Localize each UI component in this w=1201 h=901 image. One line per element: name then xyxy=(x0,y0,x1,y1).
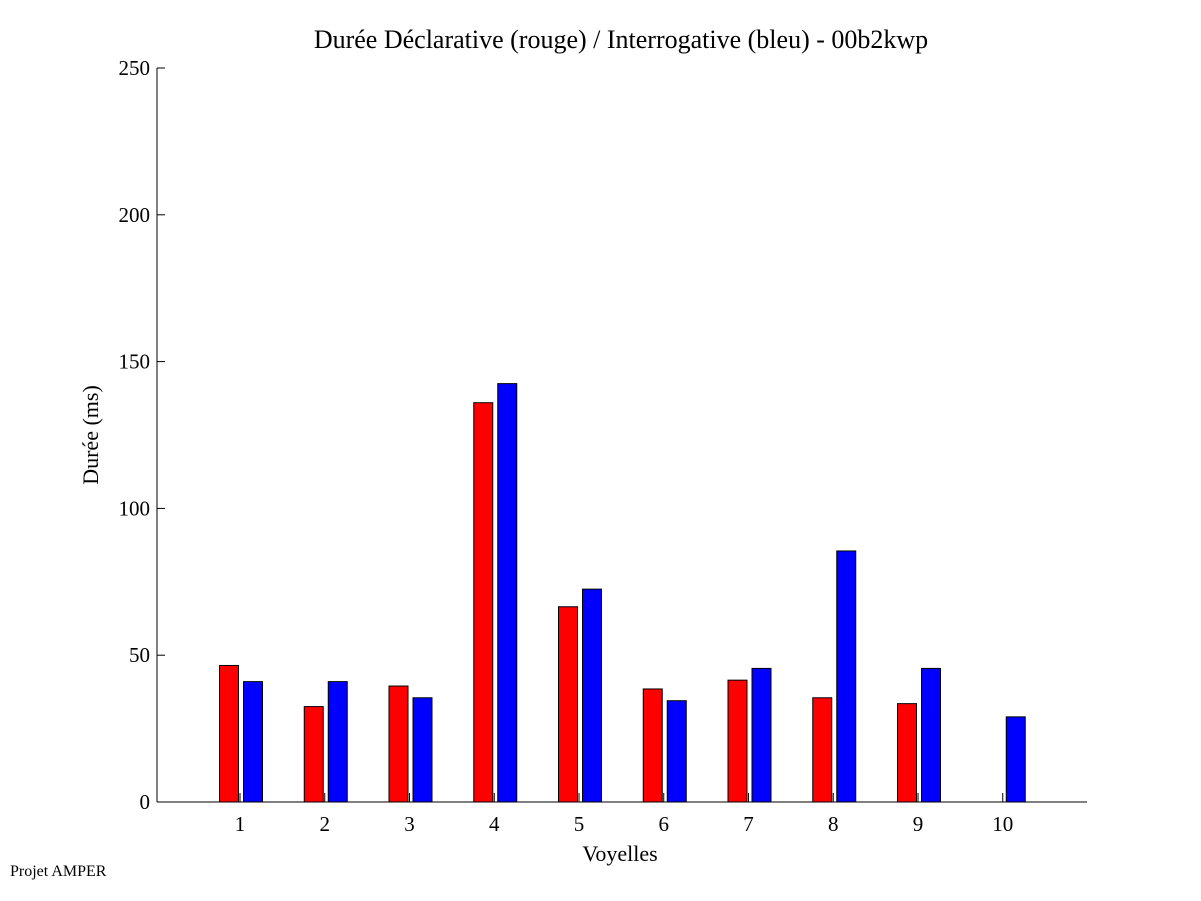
bar-blue-9 xyxy=(921,667,941,803)
bar-red-8 xyxy=(812,697,833,803)
bar-blue-10 xyxy=(1005,716,1026,803)
y-tick-label: 50 xyxy=(129,643,150,667)
y-tick-label: 150 xyxy=(119,350,151,374)
footer-note: Projet AMPER xyxy=(10,863,107,880)
x-tick-label: 5 xyxy=(574,812,585,836)
y-axis-label: Durée (ms) xyxy=(78,385,103,485)
x-tick-label: 2 xyxy=(320,812,331,836)
bar-blue-8 xyxy=(836,550,857,803)
bar-red-6 xyxy=(642,688,663,803)
bar-blue-4 xyxy=(497,383,518,803)
axes xyxy=(156,67,1087,803)
y-tick-label: 0 xyxy=(140,790,151,814)
y-tick-label: 200 xyxy=(119,203,151,227)
bar-red-3 xyxy=(388,685,409,803)
bar-blue-3 xyxy=(412,697,433,803)
x-tick-label: 8 xyxy=(828,812,839,836)
x-tick-label: 1 xyxy=(235,812,246,836)
bar-blue-1 xyxy=(243,681,263,803)
chart-title: Durée Déclarative (rouge) / Interrogativ… xyxy=(314,25,928,54)
x-tick-label: 4 xyxy=(489,812,500,836)
bar-red-7 xyxy=(727,679,748,803)
x-tick-label: 9 xyxy=(913,812,924,836)
x-tick-label: 3 xyxy=(404,812,415,836)
bar-blue-2 xyxy=(327,681,348,803)
bar-red-1 xyxy=(219,664,239,803)
bar-red-2 xyxy=(303,706,324,803)
bar-red-5 xyxy=(558,606,578,803)
tick-labels: 0 50 100 150 200 250 1 2 3 4 5 6 7 8 9 10 xyxy=(119,56,1014,836)
y-tick-label: 250 xyxy=(119,56,151,80)
x-tick-label: 10 xyxy=(992,812,1013,836)
bar-red-9 xyxy=(897,703,917,803)
y-tick-label: 100 xyxy=(119,496,151,520)
bar-blue-5 xyxy=(582,588,602,803)
x-tick-label: 7 xyxy=(743,812,754,836)
x-tick-label: 6 xyxy=(659,812,670,836)
bar-red-4 xyxy=(473,402,494,803)
bars xyxy=(219,383,1026,803)
bar-blue-7 xyxy=(751,667,772,803)
x-axis-label: Voyelles xyxy=(582,841,657,866)
bar-blue-6 xyxy=(666,700,687,803)
